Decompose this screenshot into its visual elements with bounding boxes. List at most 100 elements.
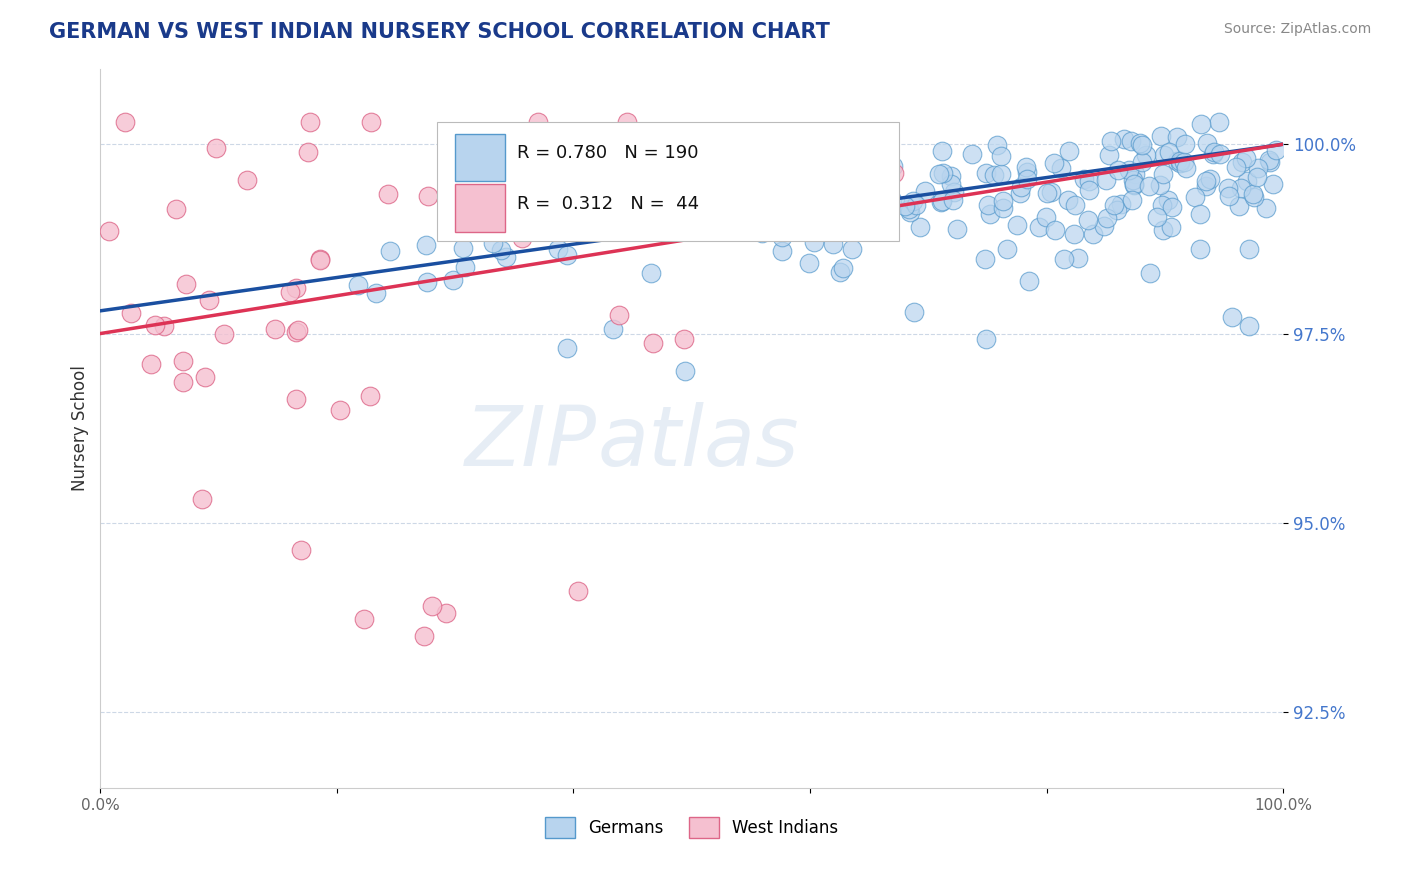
Point (772, 199, 794, 213)
Point (882, 159, 904, 173)
Point (995, 242, 1018, 256)
Point (1121, 194, 1143, 208)
Point (695, 216, 717, 230)
Point (990, 167, 1012, 181)
Point (1156, 193, 1178, 207)
Point (733, 175, 755, 189)
Point (1159, 145, 1181, 159)
Point (929, 194, 952, 209)
Point (1130, 137, 1153, 152)
Point (778, 202, 800, 216)
Point (897, 202, 920, 217)
Point (287, 323, 309, 337)
Point (1099, 135, 1122, 149)
Point (205, 141, 228, 155)
Point (738, 185, 761, 199)
Point (1112, 132, 1135, 146)
Point (1202, 146, 1225, 161)
Point (441, 273, 464, 287)
Point (1039, 185, 1062, 199)
Point (991, 194, 1014, 208)
Point (1261, 178, 1284, 192)
Point (1005, 218, 1028, 232)
Point (1239, 318, 1261, 333)
Point (1111, 197, 1133, 211)
Point (454, 260, 477, 274)
Point (901, 194, 924, 208)
Point (1057, 193, 1080, 207)
Point (770, 244, 793, 258)
Point (960, 147, 983, 161)
Text: ZIP: ZIP (465, 402, 598, 483)
Point (1160, 219, 1182, 234)
Point (1204, 145, 1226, 159)
Point (263, 322, 285, 336)
Point (567, 583, 589, 598)
Point (1077, 183, 1099, 197)
Point (284, 325, 307, 339)
Point (1152, 197, 1174, 211)
Point (1015, 165, 1038, 179)
Point (278, 285, 301, 300)
Point (986, 138, 1008, 153)
Point (673, 364, 696, 378)
Point (810, 185, 832, 199)
Point (145, 318, 167, 332)
Point (679, 198, 702, 212)
Point (821, 236, 844, 251)
Point (832, 260, 855, 275)
Point (214, 326, 236, 341)
Point (1129, 136, 1152, 150)
Point (668, 206, 690, 220)
Point (1161, 201, 1184, 215)
Point (905, 198, 928, 212)
Point (1122, 178, 1144, 192)
Point (235, 172, 257, 186)
Point (1230, 181, 1253, 195)
Point (730, 220, 752, 235)
Point (418, 189, 440, 203)
Point (1063, 197, 1085, 211)
Point (359, 389, 381, 403)
Point (1073, 171, 1095, 186)
Point (1173, 154, 1195, 169)
Point (1216, 180, 1239, 194)
Point (859, 217, 882, 231)
Point (420, 599, 443, 614)
Point (114, 114, 136, 128)
Point (641, 336, 664, 351)
Point (1122, 173, 1144, 187)
Point (1077, 213, 1099, 227)
Point (1098, 148, 1121, 162)
Point (1230, 155, 1253, 169)
Point (1260, 154, 1282, 169)
Point (495, 250, 517, 264)
Point (1166, 130, 1188, 145)
Point (194, 370, 217, 384)
Point (1265, 143, 1288, 157)
Point (413, 629, 436, 643)
Point (903, 305, 925, 319)
Point (782, 223, 804, 237)
Point (482, 235, 505, 250)
Point (1208, 115, 1230, 129)
Point (898, 205, 921, 219)
Point (841, 243, 863, 257)
Point (285, 281, 308, 295)
Point (1067, 251, 1090, 265)
Point (1036, 186, 1059, 200)
Point (1166, 153, 1188, 168)
Point (309, 253, 332, 268)
Point (908, 220, 931, 235)
Point (1254, 202, 1277, 216)
Point (1053, 252, 1076, 266)
Point (1107, 163, 1129, 178)
Point (1236, 174, 1258, 188)
Point (673, 332, 696, 346)
Point (526, 114, 548, 128)
Point (1152, 223, 1174, 237)
Point (1018, 274, 1040, 288)
Point (198, 293, 221, 307)
Point (983, 169, 1005, 183)
Point (1015, 160, 1038, 174)
